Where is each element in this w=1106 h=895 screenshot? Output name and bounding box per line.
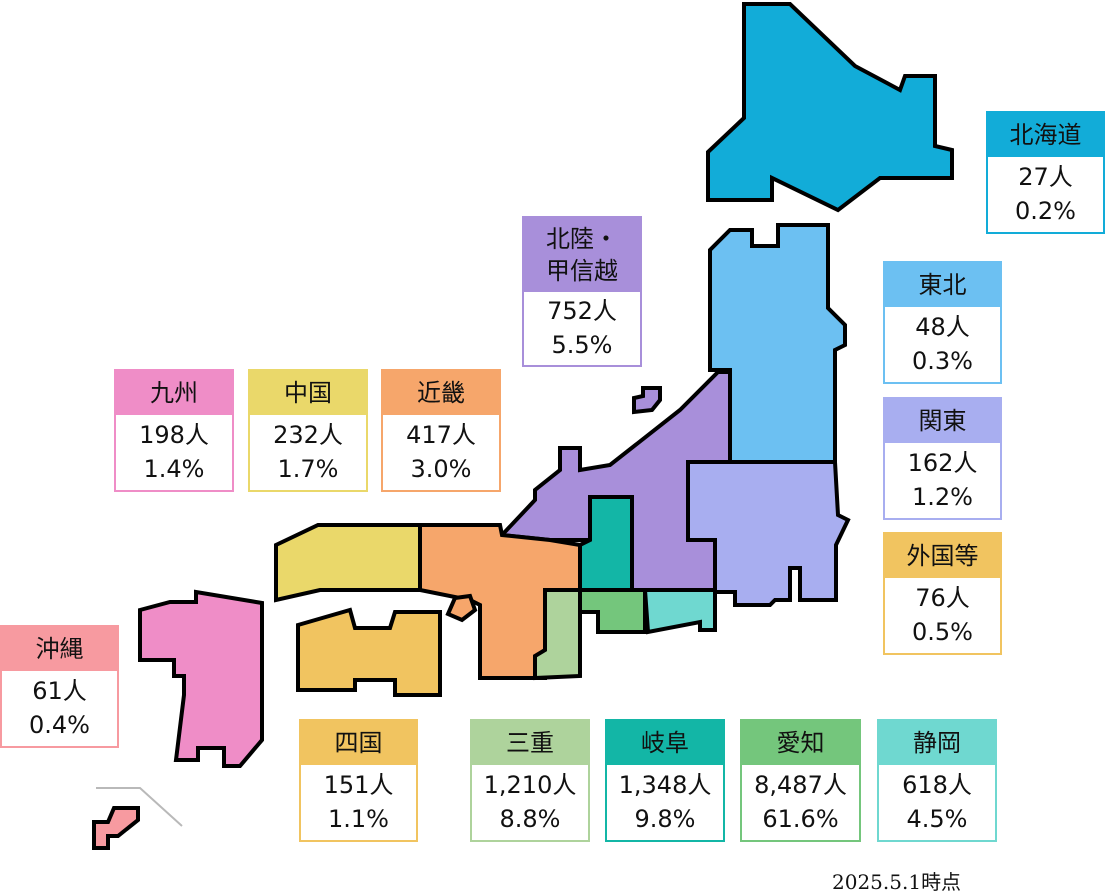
region-name: 静岡	[879, 721, 995, 765]
region-percent: 5.5%	[551, 330, 613, 359]
region-shape-awaji	[445, 593, 478, 623]
region-name-line: 愛知	[776, 728, 825, 757]
region-count: 48人	[915, 312, 970, 341]
region-count: 417人	[406, 420, 476, 449]
region-name-line: 九州	[150, 378, 198, 407]
region-name-line: 関東	[918, 406, 967, 435]
region-name: 四国	[301, 721, 416, 765]
region-name-line: 岐阜	[641, 728, 689, 757]
region-percent: 9.8%	[634, 804, 696, 833]
region-name: 沖縄	[2, 627, 117, 671]
region-box-hokuriku: 北陸・甲信越 752人 5.5%	[522, 216, 642, 367]
region-shape-shizuoka	[642, 588, 717, 635]
region-box-chugoku: 中国 232人 1.7%	[248, 369, 368, 492]
region-percent: 1.4%	[143, 454, 205, 483]
region-box-gifu: 岐阜 1,348人 9.8%	[605, 719, 725, 842]
region-name: 三重	[472, 721, 588, 765]
region-shape-aichi	[578, 588, 647, 634]
region-name-line: 静岡	[913, 728, 961, 757]
region-count: 162人	[907, 448, 978, 477]
region-name-line: 中国	[284, 378, 332, 407]
region-name: 北海道	[988, 113, 1103, 157]
region-percent: 0.3%	[912, 346, 973, 375]
region-count: 27人	[1018, 162, 1073, 191]
region-box-aichi: 愛知 8,487人 61.6%	[740, 719, 861, 842]
region-shape-sado	[632, 386, 662, 415]
region-shape-hokkaido	[706, 1, 954, 213]
region-name: 北陸・ 甲信越	[524, 218, 640, 292]
region-percent: 1.2%	[912, 482, 973, 511]
region-count: 1,348人	[618, 770, 712, 799]
region-box-tohoku: 東北 48人 0.3%	[883, 261, 1002, 384]
region-count: 76人	[915, 583, 970, 612]
region-name-line: 外国等	[906, 541, 979, 570]
region-count: 8,487人	[754, 770, 847, 799]
region-name-line: 沖縄	[35, 634, 84, 663]
region-box-shizuoka: 静岡 618人 4.5%	[877, 719, 997, 842]
region-percent: 3.0%	[410, 454, 472, 483]
region-box-hokkaido: 北海道 27人 0.2%	[986, 111, 1105, 234]
region-count: 752人	[547, 296, 617, 325]
region-box-mie: 三重 1,210人 8.8%	[470, 719, 590, 842]
region-name: 関東	[885, 399, 1000, 443]
region-name-line: 北陸・	[546, 224, 618, 253]
region-percent: 8.8%	[499, 804, 561, 833]
region-name-line: 近畿	[417, 378, 465, 407]
region-name-line: 三重	[506, 728, 554, 757]
region-box-gaikoku: 外国等 76人 0.5%	[883, 532, 1002, 655]
region-percent: 61.6%	[762, 804, 839, 833]
region-shape-okinawa	[92, 806, 140, 850]
region-name: 近畿	[383, 371, 499, 415]
region-name: 九州	[116, 371, 232, 415]
region-count: 198人	[139, 420, 209, 449]
region-count: 61人	[32, 676, 87, 705]
region-name: 愛知	[742, 721, 859, 765]
region-shape-chugoku	[274, 523, 422, 603]
region-name: 外国等	[885, 534, 1000, 578]
date-footnote: 2025.5.1時点	[832, 870, 962, 894]
region-percent: 1.7%	[277, 454, 339, 483]
region-box-shikoku: 四国 151人 1.1%	[299, 719, 418, 842]
region-count: 151人	[323, 770, 394, 799]
region-percent: 0.4%	[29, 710, 90, 739]
region-name: 東北	[885, 263, 1000, 307]
okinawa-inset-divider	[96, 787, 183, 827]
region-name-line: 北海道	[1009, 120, 1082, 149]
region-count: 1,210人	[483, 770, 577, 799]
region-name-line: 東北	[918, 270, 967, 299]
region-count: 232人	[273, 420, 343, 449]
region-count: 618人	[902, 770, 972, 799]
region-name: 中国	[250, 371, 366, 415]
region-name-line: 甲信越	[546, 257, 618, 285]
region-percent: 0.5%	[912, 617, 973, 646]
region-box-kyushu: 九州 198人 1.4%	[114, 369, 234, 492]
region-shape-kyushu	[138, 589, 264, 768]
region-name-line: 四国	[334, 728, 383, 757]
region-shape-shikoku	[296, 607, 442, 697]
region-name: 岐阜	[607, 721, 723, 765]
region-percent: 1.1%	[328, 804, 389, 833]
region-percent: 4.5%	[906, 804, 968, 833]
region-box-kanto: 関東 162人 1.2%	[883, 397, 1002, 520]
region-shape-hokuriku	[497, 370, 732, 592]
region-box-kinki: 近畿 417人 3.0%	[381, 369, 501, 492]
region-box-okinawa: 沖縄 61人 0.4%	[0, 625, 119, 748]
region-percent: 0.2%	[1015, 196, 1076, 225]
